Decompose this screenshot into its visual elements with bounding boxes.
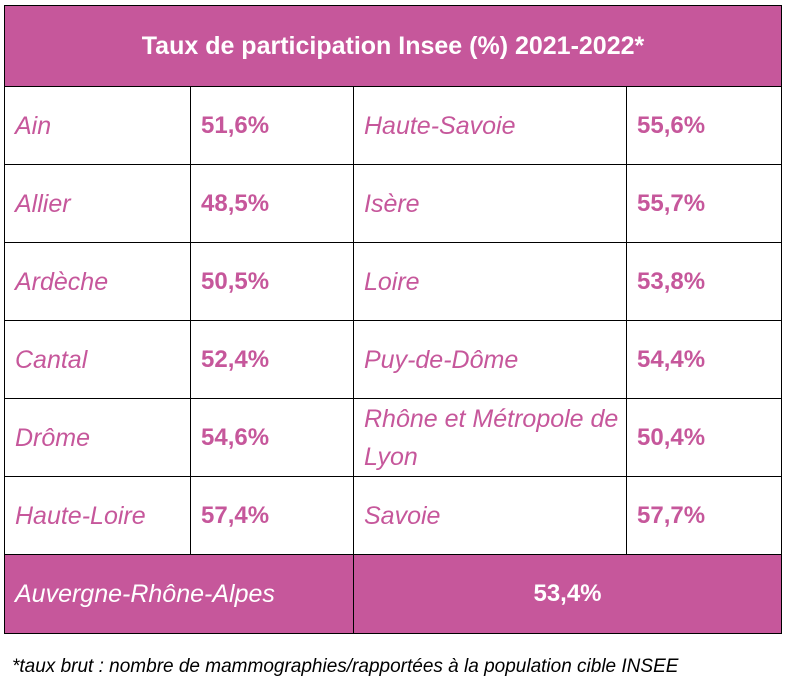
department-rate: 55,7% [625,164,783,243]
table-row: Cantal 52,4% Puy-de-Dôme 54,4% [4,320,783,399]
department-name: Drôme [4,398,191,477]
department-name: Allier [4,164,191,243]
department-rate: 51,6% [190,86,354,165]
department-rate: 57,4% [190,476,354,555]
department-rate: 57,7% [625,476,783,555]
department-name: Ardèche [4,242,191,321]
participation-table: Taux de participation Insee (%) 2021-202… [3,5,783,634]
department-rate: 54,4% [625,320,783,399]
department-name: Haute-Loire [4,476,191,555]
department-name: Loire [353,242,627,321]
department-rate: 50,4% [625,398,783,477]
department-name: Cantal [4,320,191,399]
department-rate: 54,6% [190,398,354,477]
department-name: Puy-de-Dôme [353,320,627,399]
department-rate: 48,5% [190,164,354,243]
table-row: Ardèche 50,5% Loire 53,8% [4,242,783,321]
department-name: Haute-Savoie [353,86,627,165]
table-header-row: Taux de participation Insee (%) 2021-202… [3,5,783,87]
department-name: Ain [4,86,191,165]
participation-table-container: Taux de participation Insee (%) 2021-202… [3,5,783,634]
table-row: Drôme 54,6% Rhône et Métropole de Lyon 5… [4,398,783,477]
department-rate: 52,4% [190,320,354,399]
table-row: Haute-Loire 57,4% Savoie 57,7% [4,476,783,555]
department-rate: 50,5% [190,242,354,321]
footnote: *taux brut : nombre de mammographies/rap… [12,656,679,677]
region-name: Auvergne-Rhône-Alpes [4,554,354,634]
department-rate: 53,8% [625,242,783,321]
region-rate: 53,4% [352,554,783,634]
department-name: Isère [353,164,627,243]
department-name: Savoie [353,476,627,555]
total-row: Auvergne-Rhône-Alpes 53,4% [4,554,783,634]
department-name: Rhône et Métropole de Lyon [353,398,627,477]
table-title: Taux de participation Insee (%) 2021-202… [3,5,783,87]
table-row: Ain 51,6% Haute-Savoie 55,6% [4,86,783,165]
table-row: Allier 48,5% Isère 55,7% [4,164,783,243]
department-rate: 55,6% [625,86,783,165]
